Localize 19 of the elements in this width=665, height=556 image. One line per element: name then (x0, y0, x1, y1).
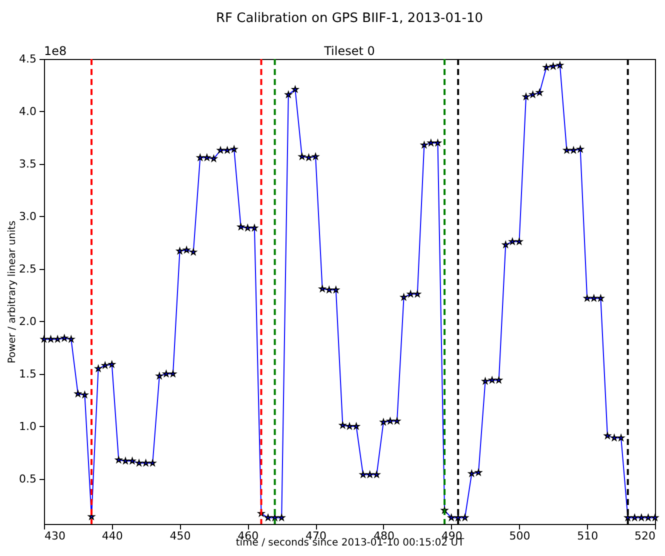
x-tick-label: 520 (634, 530, 656, 542)
x-tick-label: 430 (44, 530, 66, 542)
x-tick-label: 440 (102, 530, 123, 542)
y-tick-label: 2.5 (19, 262, 36, 276)
y-tick-label: 3.0 (19, 210, 36, 223)
y-tick-label: 3.5 (19, 157, 36, 170)
y-tick-label: 4.5 (19, 52, 36, 66)
chart-subtitle: Tileset 0 (323, 44, 375, 58)
x-tick-label: 500 (509, 530, 530, 542)
y-tick-label: 1.0 (19, 420, 36, 433)
y-tick-label: 0.5 (19, 472, 36, 486)
text: 1e8 (44, 44, 67, 58)
chart-title: RF Calibration on GPS BIIF-1, 2013-01-10 (216, 11, 483, 26)
x-tick-label: 510 (577, 530, 598, 542)
y-tick-label: 4.0 (19, 104, 36, 118)
y-tick-label: 2.0 (19, 314, 36, 328)
x-tick-label: 450 (170, 530, 191, 542)
y-tick-label: 1.5 (19, 367, 36, 380)
y-axis-title: Power / arbitrary linear units (7, 220, 18, 364)
